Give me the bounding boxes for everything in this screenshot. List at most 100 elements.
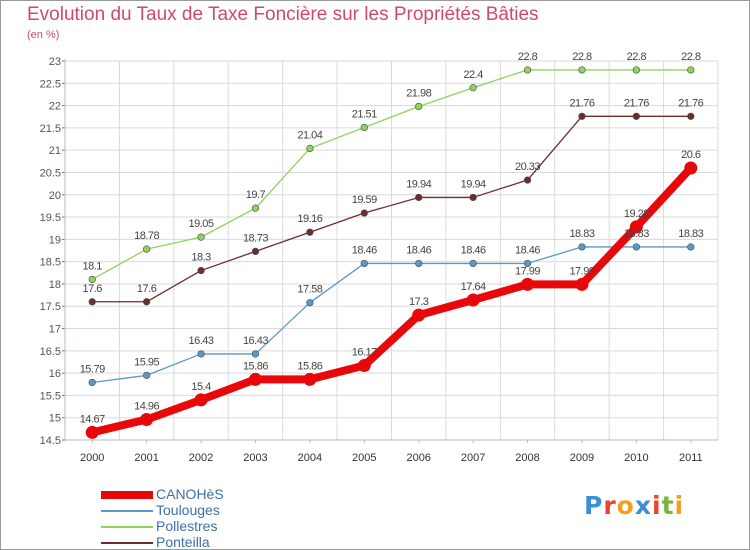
y-tick-label: 23 xyxy=(49,56,61,68)
data-label: 17.99 xyxy=(569,265,594,277)
data-label: 21.76 xyxy=(678,97,703,109)
x-tick-label: 2005 xyxy=(352,452,376,464)
x-tick-label: 2009 xyxy=(570,452,594,464)
legend-label: Toulouges xyxy=(156,502,220,518)
data-point xyxy=(684,161,698,175)
data-label: 18.83 xyxy=(624,228,649,240)
data-point xyxy=(415,102,423,111)
y-tick-label: 21 xyxy=(49,145,61,157)
legend: CANOHèS Toulouges Pollestres Ponteilla xyxy=(101,486,321,550)
data-label: 22.8 xyxy=(627,51,647,63)
y-tick-label: 19 xyxy=(49,234,61,246)
data-label: 16.17 xyxy=(352,347,377,359)
logo-letter: x xyxy=(634,491,652,520)
data-label: 18.46 xyxy=(352,244,377,256)
data-point xyxy=(360,209,368,217)
data-point xyxy=(88,275,96,284)
x-tick-label: 2007 xyxy=(461,452,485,464)
data-point xyxy=(466,293,480,307)
data-label: 21.51 xyxy=(352,108,377,120)
data-point xyxy=(687,66,695,74)
x-tick-label: 2010 xyxy=(624,452,648,464)
logo-letter: t xyxy=(661,491,675,520)
y-tick-label: 20.5 xyxy=(40,167,61,179)
legend-swatch xyxy=(101,526,153,528)
chart-title: Evolution du Taux de Taxe Foncière sur l… xyxy=(27,4,539,25)
legend-item: Ponteilla xyxy=(101,534,321,550)
data-label: 18.1 xyxy=(82,260,102,272)
y-tick-label: 17.5 xyxy=(40,301,61,313)
axes: 14.5 15 15.5 16 16.5 17 17.5 18 18.5 19 19.5 20 20.5… xyxy=(40,56,718,464)
data-point xyxy=(687,243,695,251)
data-label: 17.3 xyxy=(409,296,429,308)
data-labels: 14.67 14.96 15.4 15.86 15.86 16.17 17.3 17.64 17… xyxy=(80,51,704,426)
data-label: 18.83 xyxy=(678,228,703,240)
x-tick-label: 2004 xyxy=(298,452,322,464)
series-line xyxy=(91,115,692,303)
legend-swatch xyxy=(101,510,153,512)
data-point xyxy=(140,412,154,426)
data-label: 21.76 xyxy=(624,97,649,109)
y-tick-label: 18.5 xyxy=(40,257,61,269)
data-point xyxy=(469,193,477,202)
data-label: 17.64 xyxy=(461,281,486,293)
data-point xyxy=(523,66,532,74)
data-point xyxy=(251,247,260,255)
data-label: 22.8 xyxy=(572,51,592,63)
data-label: 21.98 xyxy=(406,87,431,99)
logo-letter: i xyxy=(674,491,685,520)
data-label: 14.67 xyxy=(80,413,105,425)
data-label: 15.95 xyxy=(134,356,159,368)
data-label: 20.6 xyxy=(681,149,701,161)
legend-label: CANOHèS xyxy=(156,486,224,502)
series-line xyxy=(88,164,695,437)
data-label: 17.99 xyxy=(515,265,540,277)
y-tick-label: 14.5 xyxy=(40,435,61,447)
grid xyxy=(64,60,719,441)
data-point xyxy=(469,84,477,92)
data-point xyxy=(197,233,205,241)
x-tick-label: 2011 xyxy=(679,452,703,464)
y-tick-label: 15 xyxy=(49,413,61,425)
y-tick-label: 21.5 xyxy=(40,123,61,135)
data-label: 18.83 xyxy=(569,228,594,240)
legend-swatch xyxy=(101,491,153,499)
data-point xyxy=(303,372,317,386)
x-tick-label: 2002 xyxy=(189,452,213,464)
data-point xyxy=(251,204,260,212)
data-point xyxy=(415,193,423,202)
data-point xyxy=(197,350,205,358)
data-point xyxy=(194,393,208,407)
data-point xyxy=(88,378,96,387)
data-point xyxy=(251,350,260,358)
data-point xyxy=(360,123,368,132)
data-label: 19.28 xyxy=(624,208,649,220)
data-point xyxy=(197,266,205,275)
data-point xyxy=(306,144,314,152)
data-point xyxy=(578,112,586,120)
data-point xyxy=(248,372,262,386)
y-tick-label: 22.5 xyxy=(40,78,61,90)
data-label: 15.4 xyxy=(191,381,211,393)
data-point xyxy=(143,371,151,379)
data-label: 17.6 xyxy=(82,283,102,295)
data-label: 22.8 xyxy=(681,51,701,63)
logo-letter: P xyxy=(584,491,604,520)
data-point xyxy=(632,243,640,251)
data-point xyxy=(523,259,532,268)
data-label: 18.3 xyxy=(191,252,211,264)
data-label: 19.16 xyxy=(297,213,322,225)
logo-letter: o xyxy=(616,491,635,520)
data-point xyxy=(143,245,151,253)
data-point xyxy=(306,228,314,236)
data-point xyxy=(632,66,640,74)
y-tick-label: 16.5 xyxy=(40,346,61,358)
data-label: 21.76 xyxy=(569,97,594,109)
data-point xyxy=(88,298,96,306)
data-label: 21.04 xyxy=(297,129,322,141)
legend-label: Ponteilla xyxy=(156,534,210,550)
data-point xyxy=(360,259,368,268)
logo-letter: i xyxy=(652,491,662,520)
data-label: 19.05 xyxy=(189,218,214,230)
